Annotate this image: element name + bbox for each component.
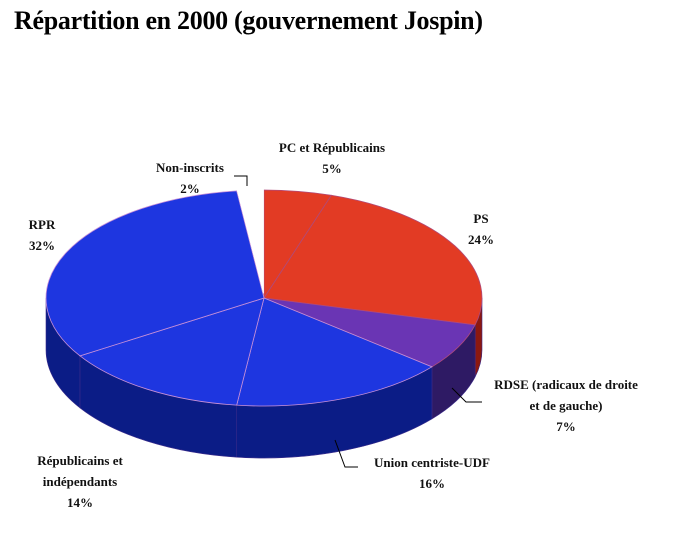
slice-rpr [45,190,265,357]
slice-label-ps: PS 24% [468,211,494,247]
slice-label-rdse: RDSE (radicaux de droite et de gauche) 7% [494,377,638,434]
slice-label-rpr: RPR 32% [29,217,56,253]
slice-republicains-independants [79,297,265,406]
slice-union-centriste-udf [236,297,433,407]
slice-label-union-centriste-udf: Union centriste-UDF 16% [374,455,490,491]
slice-label-republicains-independants: Républicains et indépendants 14% [37,453,123,510]
leader-line-non-inscrits [234,175,248,186]
slice-ps [263,194,483,326]
chart-title: Répartition en 2000 (gouvernement Jospin… [14,6,483,35]
leader-line-union-centriste-udf [334,439,358,468]
slice-label-pc-republicains: PC et Républicains 5% [279,140,385,176]
slice-non-inscrits [235,184,264,294]
leader-line-rdse [451,387,482,403]
slice-label-non-inscrits: Non-inscrits 2% [156,160,224,196]
